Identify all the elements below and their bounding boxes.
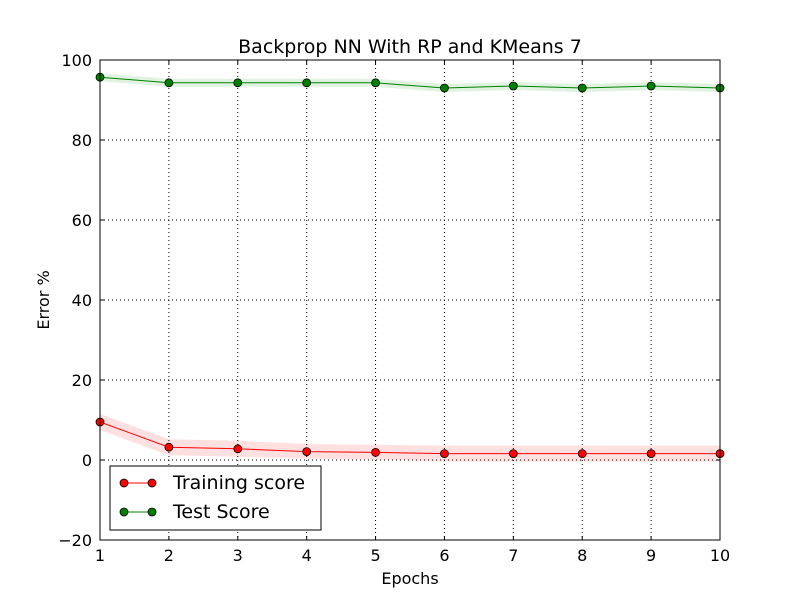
y-tick-label: −20 [58,531,92,550]
data-point-1-3 [302,78,312,88]
data-point-0-8 [646,449,656,459]
x-axis-ticks: 1 2 3 4 5 6 7 8 9 10 [95,60,730,565]
data-point-1-6 [508,81,518,91]
y-axis-ticks: −20 0 20 40 60 80 100 [58,51,720,550]
y-tick-label: 60 [72,211,92,230]
legend-marker-0 [119,478,129,488]
data-point-0-3 [302,447,312,457]
x-tick-label: 4 [302,546,312,565]
series-line-1 [99,76,721,89]
x-axis-label: Epochs [381,569,438,588]
series-lines [99,76,721,455]
y-tick-label: 40 [72,291,92,310]
series-line-0 [99,421,720,455]
data-point-1-7 [577,83,587,93]
legend-box [109,465,322,531]
legend: Training score Test Score [109,465,322,531]
grid [100,60,720,540]
x-tick-label: 10 [710,546,730,565]
data-point-0-4 [371,447,380,457]
y-axis-label: Error % [34,270,53,329]
x-tick-label: 8 [577,546,587,565]
data-point-0-5 [440,449,449,459]
x-tick-label: 1 [95,546,105,565]
data-point-1-2 [233,78,243,88]
x-tick-label: 7 [508,546,518,565]
y-tick-label: 100 [61,51,92,70]
data-point-1-5 [440,83,449,93]
y-tick-label: 0 [82,451,92,470]
legend-label-0: Training score [172,472,305,494]
x-tick-label: 6 [439,546,449,565]
legend-label-1: Test Score [172,501,270,523]
data-point-0-6 [508,449,518,459]
data-point-1-1 [164,78,174,88]
legend-marker-1 [119,507,129,517]
x-tick-label: 5 [370,546,380,565]
y-tick-label: 80 [72,131,92,150]
legend-marker-1 [147,507,157,517]
data-point-0-2 [233,444,243,454]
y-tick-label: 20 [72,371,92,390]
data-point-1-8 [646,81,656,91]
x-tick-label: 2 [164,546,174,565]
data-point-0-1 [164,442,174,452]
x-tick-label: 3 [233,546,243,565]
legend-marker-0 [147,478,157,488]
chart-title: Backprop NN With RP and KMeans 7 [238,36,582,58]
data-point-0-7 [577,449,587,459]
data-point-1-4 [371,78,380,88]
x-tick-label: 9 [646,546,656,565]
series-markers [95,72,725,459]
